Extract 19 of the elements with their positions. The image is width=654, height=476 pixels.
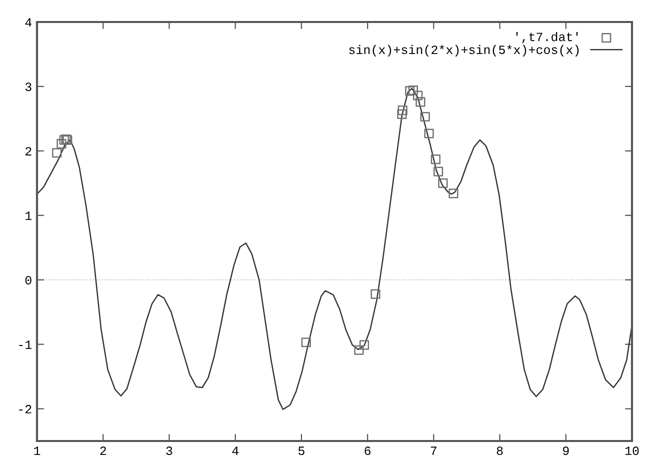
x-tick-label: 9 (563, 446, 569, 456)
x-tick-label: 5 (298, 446, 304, 456)
x-tick-label: 4 (232, 446, 238, 455)
x-tick-label: 10 (625, 446, 639, 456)
x-tick-label: 3 (166, 446, 172, 456)
legend-label: ',t7.dat' (516, 32, 578, 44)
x-tick-label: 6 (364, 446, 370, 456)
x-tick-label: 7 (430, 446, 436, 455)
y-tick-label: 2 (26, 147, 32, 156)
legend-label: sin(x)+sin(2*x)+sin(5*x)+cos(x) (349, 44, 579, 57)
y-tick-label: 0 (25, 276, 32, 284)
x-tick-label: 8 (496, 446, 503, 456)
y-tick-label: 1 (26, 212, 32, 220)
x-tick-label: 2 (100, 446, 106, 455)
x-tick-label: 1 (34, 446, 40, 455)
y-tick-label: -2 (19, 404, 32, 414)
y-tick-label: 3 (25, 82, 32, 92)
y-tick-label: -1 (19, 340, 32, 349)
y-tick-label: 4 (25, 18, 32, 27)
